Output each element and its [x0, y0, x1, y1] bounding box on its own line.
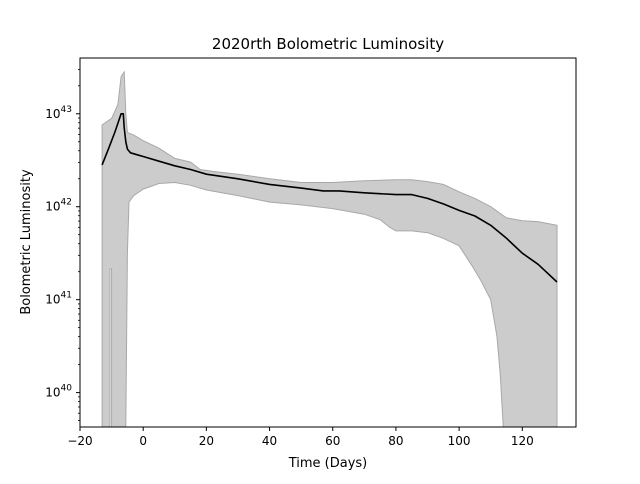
- plot-area: [101, 70, 558, 427]
- plot-frame: [79, 57, 577, 428]
- y-axis-label: Bolometric Luminosity: [19, 169, 34, 315]
- x-tick-label: 100: [448, 434, 471, 448]
- x-axis: −20 0 20 40 60 80 100 120: [67, 427, 534, 448]
- series-line-0: [101, 113, 558, 283]
- x-tick-label: 20: [199, 434, 214, 448]
- y-tick-label: 1043: [45, 105, 72, 121]
- chart-title: 2020rth Bolometric Luminosity: [212, 35, 444, 53]
- uncertainty-band: [101, 70, 558, 427]
- x-tick-label: 40: [262, 434, 277, 448]
- x-tick-label: −20: [67, 434, 92, 448]
- x-tick-label: 60: [325, 434, 340, 448]
- x-tick-label: 120: [511, 434, 534, 448]
- y-tick-label: 1042: [45, 198, 72, 214]
- x-tick-label: 0: [139, 434, 147, 448]
- x-tick-label: 80: [388, 434, 403, 448]
- x-axis-label: Time (Days): [288, 456, 368, 471]
- y-tick-label: 1040: [45, 384, 72, 400]
- y-axis: 1040 1041 1042 1043: [45, 69, 80, 421]
- y-tick-label: 1041: [45, 291, 72, 307]
